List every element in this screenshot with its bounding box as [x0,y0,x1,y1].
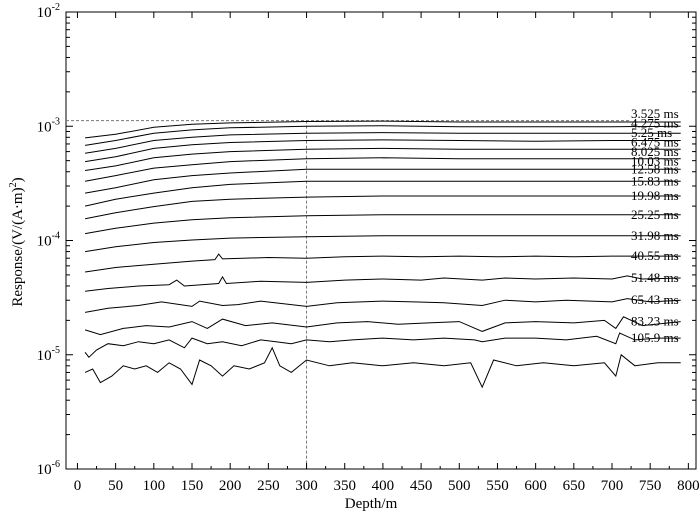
series-label: 15.83 ms [631,173,679,188]
x-tick-label: 50 [108,478,123,494]
x-tick-label: 250 [257,478,280,494]
series-line-8 [85,195,681,220]
x-tick-label: 300 [295,478,318,494]
series-label: 83.23 ms [631,314,679,329]
series-label: 65.43 ms [631,292,679,307]
y-tick-label: 10-4 [37,231,60,250]
series-line-13 [85,298,681,313]
x-tick-label: 100 [143,478,166,494]
series-label: 4.275 ms [631,116,679,131]
x-tick-label: 200 [219,478,242,494]
y-axis-label-exponent: 2 [8,182,19,187]
y-tick-label: 10-6 [37,459,60,478]
series-line-2 [85,132,681,154]
x-tick-label: 700 [601,478,624,494]
series-label: 5.25 ms [631,125,672,140]
series-line-1 [85,125,681,146]
x-tick-label: 500 [448,478,471,494]
x-tick-label: 550 [486,478,509,494]
series-line-7 [84,180,681,207]
x-tick-label: 350 [333,478,356,494]
series-label: 19.98 ms [631,188,679,203]
plot-frame [65,11,697,470]
series-line-10 [85,235,681,253]
reference-lines [66,120,630,469]
x-tick-label: 800 [677,478,700,494]
x-axis-label: Depth/m [345,496,398,512]
series-line-12 [85,275,681,292]
series-line-6 [85,168,681,194]
series-line-5 [85,157,681,182]
series-label: 12.58 ms [631,161,679,176]
series-label: 25.25 ms [631,207,679,222]
series-line-4 [85,147,681,171]
series-label: 31.98 ms [631,228,679,243]
x-axis: 0 50 100 150 200 250 300 350 400 450 500 550 600 650 7… [74,12,700,494]
series-label: 10.03 ms [631,154,679,169]
x-tick-label: 0 [74,478,82,494]
series-label: 40.55 ms [631,248,679,263]
y-tick-label: 10-2 [37,2,60,21]
series-line-14 [84,316,681,336]
x-tick-label: 750 [639,478,662,494]
x-tick-label: 450 [410,478,433,494]
series-label: 105.9 ms [631,330,679,345]
series-label: 3.525 ms [631,106,679,121]
y-axis: 10-6 10-5 10-4 10-3 10-2 [37,2,696,478]
y-tick-label: 10-3 [37,116,60,135]
y-axis-label: Response/(V/(A·m)2) [8,177,26,306]
series-line-3 [85,139,681,163]
series-labels: 3.525 ms4.275 ms5.25 ms6.475 ms8.025 ms1… [631,106,679,345]
series-label: 6.475 ms [631,135,679,150]
y-axis-label-close: ) [10,177,26,182]
series-line-16 [84,346,681,389]
y-axis-label-main: Response/(V/(A·m) [10,187,26,306]
series-label: 51.48 ms [631,270,679,285]
series-label: 8.025 ms [631,144,679,159]
x-tick-label: 150 [181,478,204,494]
x-tick-label: 600 [524,478,547,494]
y-tick-label: 10-5 [37,345,60,364]
series-line-9 [85,214,681,235]
series-layer [84,120,681,389]
series-line-11 [85,253,681,273]
x-tick-label: 650 [563,478,586,494]
x-tick-label: 400 [372,478,395,494]
series-line-15 [84,332,681,359]
series-line-0 [85,120,681,139]
